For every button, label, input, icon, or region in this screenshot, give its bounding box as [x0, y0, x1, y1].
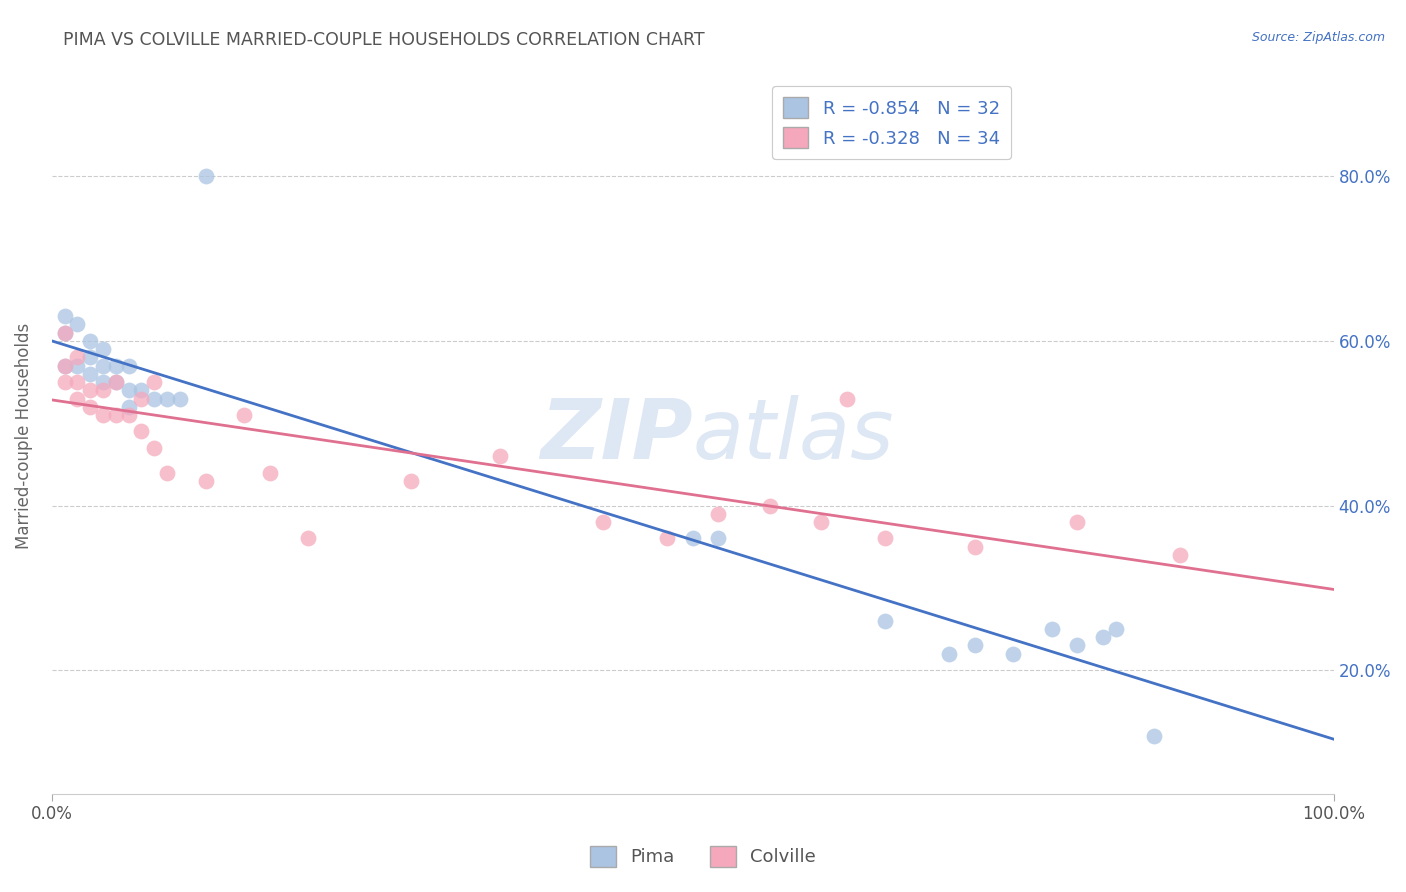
Point — [66, 375, 89, 389]
Point — [53, 326, 76, 340]
Point — [938, 647, 960, 661]
Point — [104, 375, 127, 389]
Point — [53, 375, 76, 389]
Point — [79, 367, 101, 381]
Point — [131, 425, 153, 439]
Point — [810, 515, 832, 529]
Point — [53, 326, 76, 340]
Point — [1091, 630, 1114, 644]
Point — [66, 318, 89, 332]
Point — [118, 384, 141, 398]
Point — [873, 532, 896, 546]
Point — [91, 342, 114, 356]
Point — [399, 474, 422, 488]
Point — [156, 466, 179, 480]
Point — [963, 540, 986, 554]
Point — [233, 408, 256, 422]
Text: atlas: atlas — [693, 395, 894, 476]
Point — [1066, 639, 1088, 653]
Text: Source: ZipAtlas.com: Source: ZipAtlas.com — [1251, 31, 1385, 45]
Point — [91, 408, 114, 422]
Point — [682, 532, 704, 546]
Point — [297, 532, 319, 546]
Point — [104, 359, 127, 373]
Point — [118, 408, 141, 422]
Legend: R = -0.854   N = 32, R = -0.328   N = 34: R = -0.854 N = 32, R = -0.328 N = 34 — [772, 87, 1011, 159]
Point — [66, 359, 89, 373]
Point — [592, 515, 614, 529]
Text: PIMA VS COLVILLE MARRIED-COUPLE HOUSEHOLDS CORRELATION CHART: PIMA VS COLVILLE MARRIED-COUPLE HOUSEHOL… — [63, 31, 704, 49]
Point — [963, 639, 986, 653]
Point — [655, 532, 678, 546]
Point — [143, 375, 166, 389]
Point — [259, 466, 281, 480]
Point — [104, 408, 127, 422]
Point — [1168, 548, 1191, 562]
Point — [707, 507, 730, 521]
Point — [79, 351, 101, 365]
Point — [1143, 729, 1166, 743]
Point — [1105, 622, 1128, 636]
Point — [104, 375, 127, 389]
Point — [194, 169, 217, 184]
Point — [91, 375, 114, 389]
Y-axis label: Married-couple Households: Married-couple Households — [15, 322, 32, 549]
Point — [169, 392, 191, 406]
Point — [91, 384, 114, 398]
Point — [835, 392, 858, 406]
Point — [1040, 622, 1063, 636]
Legend: Pima, Colville: Pima, Colville — [583, 838, 823, 874]
Point — [79, 384, 101, 398]
Point — [489, 449, 512, 463]
Point — [1002, 647, 1025, 661]
Point — [53, 309, 76, 323]
Point — [156, 392, 179, 406]
Point — [91, 359, 114, 373]
Point — [707, 532, 730, 546]
Point — [79, 400, 101, 414]
Point — [131, 392, 153, 406]
Point — [53, 359, 76, 373]
Point — [66, 351, 89, 365]
Point — [873, 614, 896, 628]
Point — [53, 359, 76, 373]
Point — [118, 359, 141, 373]
Point — [194, 474, 217, 488]
Point — [118, 400, 141, 414]
Point — [1066, 515, 1088, 529]
Point — [131, 384, 153, 398]
Text: ZIP: ZIP — [540, 395, 693, 476]
Point — [143, 392, 166, 406]
Point — [66, 392, 89, 406]
Point — [758, 499, 780, 513]
Point — [143, 441, 166, 455]
Point — [79, 334, 101, 348]
